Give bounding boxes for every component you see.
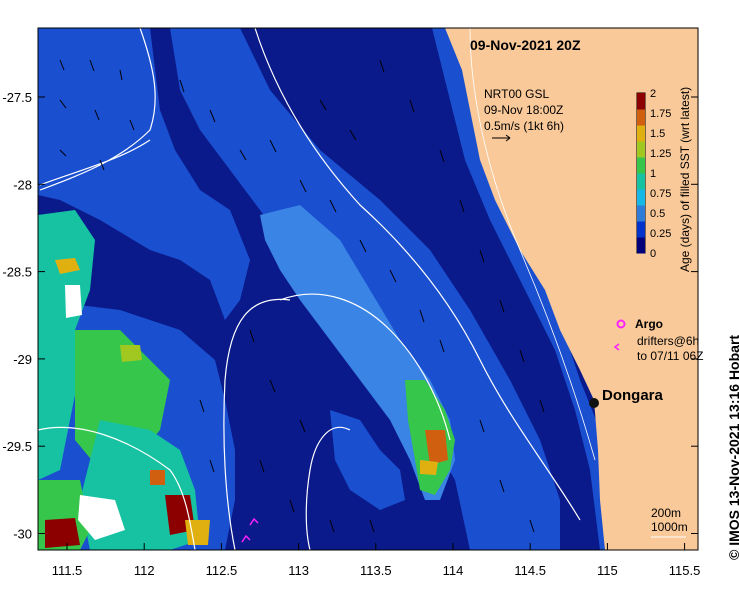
current-scale-arrow xyxy=(492,134,511,142)
sst-patch-central xyxy=(405,380,455,495)
x-tick-label: 115 xyxy=(597,563,618,578)
colorbar: 2 1.75 1.5 1.25 1 0.75 0.5 0.25 0 Age (days) of … xyxy=(636,87,692,272)
colorbar-swatch xyxy=(637,125,645,142)
coastal-shelf xyxy=(432,28,618,550)
colorbar-swatch xyxy=(637,141,645,158)
current-time-label: 09-Nov 18:00Z xyxy=(484,103,563,117)
drifter-legend: drifters@6h to 07/11 06Z xyxy=(613,334,704,363)
colorbar-tick-label: 0 xyxy=(650,248,656,260)
colorbar-tick-label: 0.5 xyxy=(650,208,665,220)
colorbar-label: Age (days) of filled SST (wrt latest) xyxy=(678,87,692,272)
colorbar-swatches xyxy=(637,93,645,254)
x-tick-label: 114 xyxy=(443,563,464,578)
colorbar-swatch xyxy=(637,189,645,206)
map-title: 09-Nov-2021 20Z xyxy=(470,37,581,53)
colorbar-tick-label: 1.5 xyxy=(650,128,665,140)
colorbar-tick-label: 1 xyxy=(650,168,656,180)
contour-1000-label: 1000m xyxy=(651,520,688,534)
argo-icon xyxy=(616,319,626,329)
argo-label: Argo xyxy=(635,317,663,331)
plot-frame xyxy=(37,27,699,551)
dongara-marker xyxy=(589,398,599,408)
colorbar-swatch xyxy=(637,237,645,254)
y-tick-label: -29 xyxy=(13,352,32,367)
y-tick-label: -28 xyxy=(13,177,32,192)
colorbar-swatch xyxy=(637,157,645,174)
colorbar-tick-label: 2 xyxy=(650,88,656,100)
colorbar-tick-label: 0.75 xyxy=(650,188,671,200)
map-plot-area: Dongara 09-Nov-2021 20Z NRT00 GSL 09-Nov… xyxy=(37,27,704,551)
place-label: Dongara xyxy=(602,387,664,404)
x-tick-label: 115.5 xyxy=(669,563,701,578)
colorbar-swatch xyxy=(637,205,645,222)
colorbar-swatch xyxy=(637,93,645,110)
colorbar-tick-label: 1.75 xyxy=(650,108,671,120)
credit-label: © IMOS 13-Nov-2021 13:16 Hobart xyxy=(726,334,739,560)
drifter-label-1: drifters@6h xyxy=(637,334,699,348)
drifter-tracks xyxy=(241,517,259,543)
land-mass xyxy=(445,28,698,550)
west-blue-region xyxy=(38,28,250,320)
x-tick-label: 113.5 xyxy=(360,563,392,578)
x-tick-label: 112 xyxy=(134,563,155,578)
y-axis: -27.5 -28 -28.5 -29 -29.5 -30 xyxy=(2,90,698,542)
x-tick-label: 114.5 xyxy=(514,563,546,578)
colorbar-swatch xyxy=(637,109,645,126)
colorbar-tick-label: 1.25 xyxy=(650,148,671,160)
contour-200-label: 200m xyxy=(651,506,681,520)
colorbar-swatch xyxy=(637,221,645,238)
current-vectors xyxy=(59,59,545,533)
colorbar-ticks: 2 1.75 1.5 1.25 1 0.75 0.5 0.25 0 xyxy=(650,88,671,260)
drifter-icon xyxy=(613,343,620,351)
y-tick-label: -28.5 xyxy=(2,265,32,280)
y-tick-label: -29.5 xyxy=(2,439,32,454)
current-scale-label: 0.5m/s (1kt 6h) xyxy=(484,119,564,133)
x-axis: 111.5 112 112.5 113 113.5 114 114.5 115 115.5 xyxy=(52,543,701,578)
argo-legend: Argo xyxy=(616,317,663,331)
central-front xyxy=(260,205,455,500)
y-tick-label: -27.5 xyxy=(2,90,32,105)
x-tick-label: 111.5 xyxy=(52,563,83,578)
colorbar-tick-label: 0.25 xyxy=(650,228,671,240)
y-tick-label: -30 xyxy=(13,527,32,542)
product-label: NRT00 GSL xyxy=(484,87,549,101)
southern-blue-patch xyxy=(330,410,405,510)
x-tick-label: 113 xyxy=(288,563,309,578)
x-tick-label: 112.5 xyxy=(206,563,238,578)
bathymetry-contours xyxy=(37,27,596,551)
colorbar-swatch xyxy=(637,173,645,190)
drifter-label-2: to 07/11 06Z xyxy=(637,349,704,363)
sst-patches-west xyxy=(38,210,210,550)
